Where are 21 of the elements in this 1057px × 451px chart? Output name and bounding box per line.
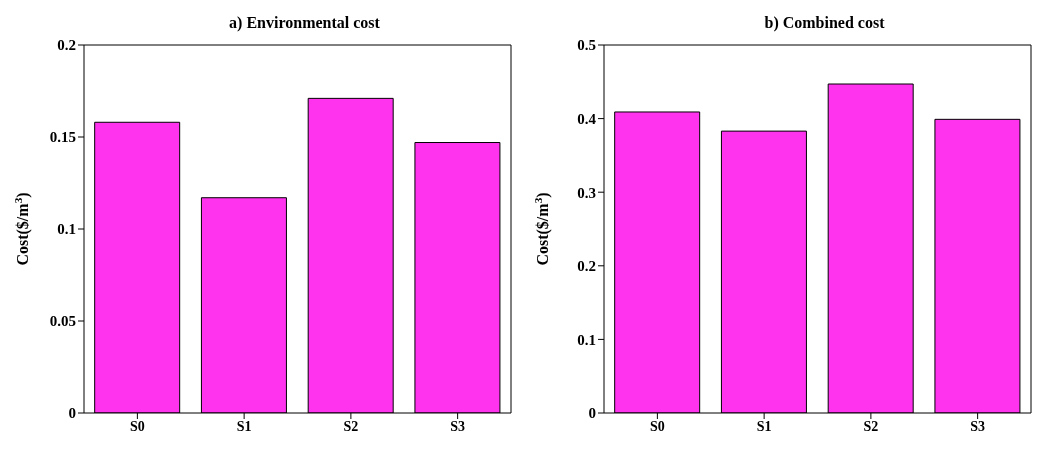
chart-title: b) Combined cost	[763, 14, 886, 32]
x-tick-label: S1	[236, 418, 252, 434]
chart-title: a) Environmental cost	[228, 14, 381, 32]
y-tick-label: 0.2	[577, 258, 596, 275]
x-tick-label: S3	[450, 418, 466, 434]
x-tick-label: S3	[970, 418, 986, 434]
x-tick-label: S0	[649, 418, 665, 434]
y-tick-label: 0.3	[577, 184, 596, 201]
y-tick-label: 0.4	[577, 110, 597, 127]
y-tick-label: 0.1	[57, 221, 76, 238]
y-tick-label: 0	[588, 405, 596, 422]
y-tick-label: 0.15	[49, 129, 76, 146]
x-tick-label: S1	[756, 418, 772, 434]
x-tick-label: S0	[129, 418, 145, 434]
y-tick-label: 0.2	[57, 37, 76, 54]
x-tick-label: S2	[863, 418, 879, 434]
x-tick-label: S2	[343, 418, 359, 434]
y-tick-label: 0.05	[49, 313, 76, 330]
y-tick-label: 0.5	[577, 37, 596, 54]
y-tick-label: 0.1	[577, 331, 596, 348]
y-tick-label: 0	[68, 405, 76, 422]
